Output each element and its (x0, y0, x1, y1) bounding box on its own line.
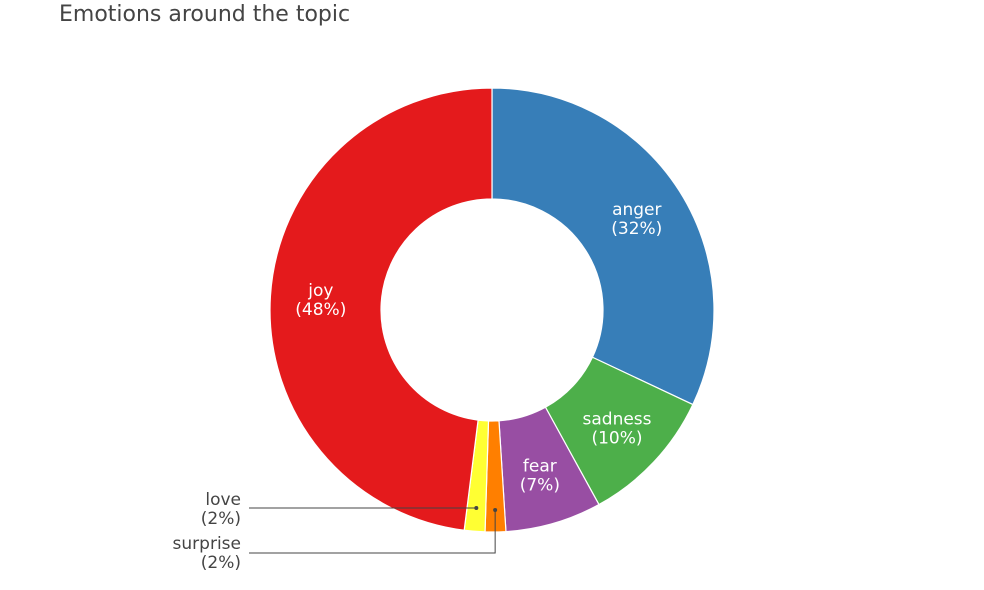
slice-label-anger: anger (32%) (611, 200, 662, 239)
slice-label-love: love (2%) (201, 490, 241, 529)
slice-label-joy: joy (48%) (295, 281, 346, 320)
slice-label-sadness: sadness (10%) (583, 409, 652, 448)
slice-anger (491, 87, 715, 406)
slice-group (269, 87, 715, 533)
slice-label-fear: fear (7%) (520, 457, 560, 496)
slice-joy (269, 87, 493, 531)
leader-line-surprise (249, 509, 496, 554)
chart-title: Emotions around the topic (59, 2, 351, 27)
leader-dot-love (474, 506, 479, 510)
slice-label-surprise: surprise (2%) (173, 534, 241, 573)
label-group: anger (32%) sadness (10%) fear (7%) surprise (2… (173, 200, 663, 573)
leader-dot-surprise (493, 507, 498, 512)
